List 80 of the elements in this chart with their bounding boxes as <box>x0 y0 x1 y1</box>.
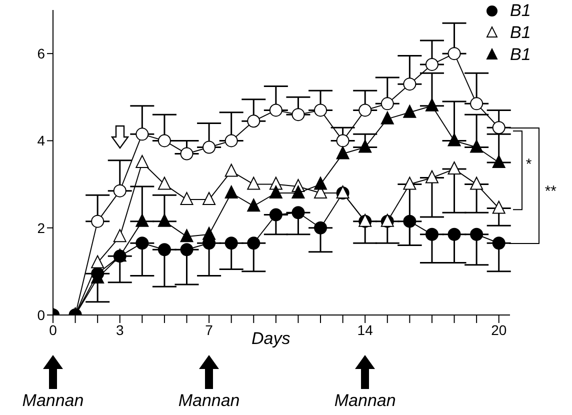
x-tick-label: 20 <box>491 322 507 338</box>
point <box>492 121 506 134</box>
text: Mannan <box>177 391 241 411</box>
point <box>448 228 461 241</box>
point <box>403 104 416 118</box>
point <box>136 236 149 250</box>
point <box>448 162 461 175</box>
text: Mannan <box>333 391 397 411</box>
point <box>314 221 328 234</box>
x-tick-label: 0 <box>49 322 58 338</box>
point <box>269 186 282 198</box>
point <box>136 128 149 141</box>
point <box>492 200 506 214</box>
point <box>158 176 171 190</box>
x-tick-label: 14 <box>357 322 374 338</box>
legend-label: B1 <box>510 23 531 43</box>
point <box>247 236 260 250</box>
point <box>202 226 216 240</box>
y-tick-label: 2 <box>37 220 46 236</box>
point <box>158 243 171 256</box>
point <box>91 255 104 268</box>
point <box>358 140 372 153</box>
point <box>470 176 484 190</box>
y-tick-label: 4 <box>37 132 46 149</box>
point <box>180 192 194 206</box>
y-tick-label: 0 <box>37 306 46 323</box>
point <box>403 214 416 228</box>
point <box>448 47 461 60</box>
point <box>136 214 149 227</box>
point <box>470 140 484 153</box>
point <box>380 97 394 110</box>
text: ** <box>544 183 557 200</box>
point <box>425 228 438 241</box>
point <box>113 229 126 242</box>
x-tick-label: 3 <box>116 322 124 338</box>
point <box>425 98 438 112</box>
legend-label: B1 <box>510 1 531 21</box>
point <box>247 198 260 212</box>
point <box>224 186 238 198</box>
point <box>425 170 438 184</box>
point <box>292 206 305 220</box>
point <box>91 214 104 228</box>
point <box>292 108 305 122</box>
point <box>470 228 484 241</box>
point <box>425 58 438 71</box>
point <box>269 104 282 117</box>
point <box>314 104 328 117</box>
point <box>158 134 171 148</box>
point <box>224 236 238 250</box>
point <box>180 229 194 242</box>
point <box>492 236 506 250</box>
x-axis-title: Days <box>252 329 290 349</box>
point <box>492 155 506 168</box>
point <box>336 146 350 160</box>
point <box>247 176 260 190</box>
point <box>448 133 461 146</box>
text: Mannan <box>21 391 85 411</box>
point <box>136 155 149 168</box>
point <box>180 243 194 256</box>
point <box>202 192 216 206</box>
point <box>336 134 350 148</box>
point <box>470 97 484 110</box>
point <box>403 176 416 190</box>
point <box>224 164 238 177</box>
x-tick-label: 7 <box>205 322 214 338</box>
point <box>292 186 305 198</box>
point <box>113 184 126 198</box>
point <box>358 104 372 117</box>
text: * <box>526 156 532 173</box>
point <box>158 214 171 227</box>
y-tick-label: 6 <box>37 46 46 62</box>
point <box>403 78 416 91</box>
point <box>180 147 194 160</box>
legend-label: B1 <box>510 45 531 65</box>
point <box>380 111 394 124</box>
point <box>224 134 238 148</box>
point <box>269 208 282 222</box>
point <box>314 176 328 190</box>
point <box>202 140 216 154</box>
point <box>247 114 260 128</box>
